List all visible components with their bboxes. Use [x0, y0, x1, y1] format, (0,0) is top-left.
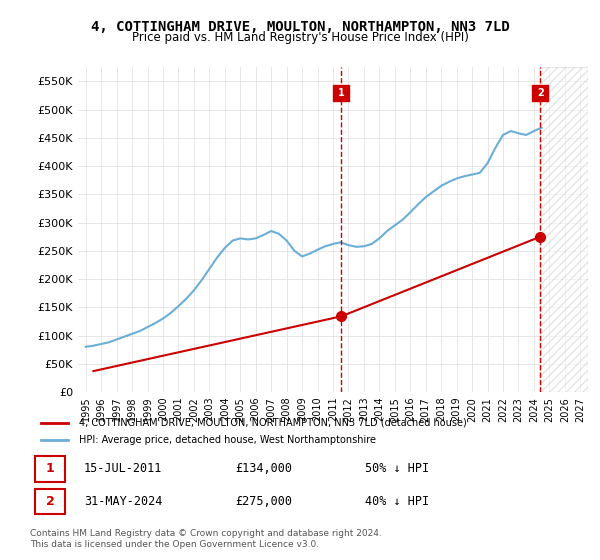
- FancyBboxPatch shape: [35, 456, 65, 482]
- Bar: [541, 67, 588, 392]
- Text: 40% ↓ HPI: 40% ↓ HPI: [365, 494, 429, 508]
- Text: Price paid vs. HM Land Registry's House Price Index (HPI): Price paid vs. HM Land Registry's House …: [131, 31, 469, 44]
- Text: 50% ↓ HPI: 50% ↓ HPI: [365, 463, 429, 475]
- Text: 15-JUL-2011: 15-JUL-2011: [84, 463, 163, 475]
- Text: 2: 2: [537, 87, 544, 97]
- Text: 4, COTTINGHAM DRIVE, MOULTON, NORTHAMPTON, NN3 7LD: 4, COTTINGHAM DRIVE, MOULTON, NORTHAMPTO…: [91, 20, 509, 34]
- FancyBboxPatch shape: [35, 488, 65, 514]
- Text: £275,000: £275,000: [235, 494, 292, 508]
- Text: 2: 2: [46, 494, 55, 508]
- Text: Contains HM Land Registry data © Crown copyright and database right 2024.
This d: Contains HM Land Registry data © Crown c…: [30, 529, 382, 549]
- Text: HPI: Average price, detached house, West Northamptonshire: HPI: Average price, detached house, West…: [79, 435, 376, 445]
- Text: 31-MAY-2024: 31-MAY-2024: [84, 494, 163, 508]
- Text: £134,000: £134,000: [235, 463, 292, 475]
- Text: 4, COTTINGHAM DRIVE, MOULTON, NORTHAMPTON, NN3 7LD (detached house): 4, COTTINGHAM DRIVE, MOULTON, NORTHAMPTO…: [79, 418, 466, 428]
- Text: 1: 1: [46, 463, 55, 475]
- Text: 1: 1: [338, 87, 345, 97]
